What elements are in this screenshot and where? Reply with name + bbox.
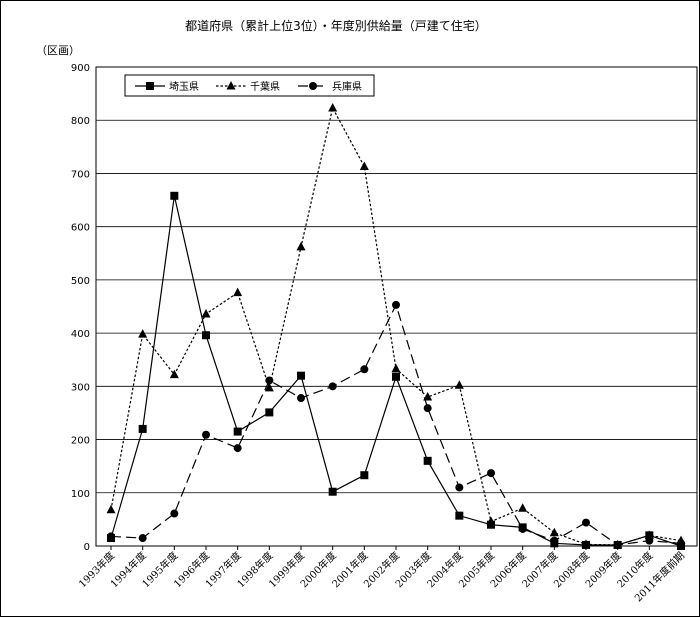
data-point xyxy=(581,539,591,548)
data-point xyxy=(391,363,401,373)
data-point xyxy=(170,191,179,200)
data-point xyxy=(582,518,590,527)
data-point xyxy=(549,527,559,537)
data-point xyxy=(328,102,338,112)
legend-label: 千葉県 xyxy=(250,80,280,93)
data-point xyxy=(455,511,464,520)
data-point xyxy=(265,408,274,417)
data-point xyxy=(455,483,464,492)
legend-marker xyxy=(226,81,236,90)
data-point xyxy=(518,524,527,533)
legend-marker xyxy=(309,82,317,90)
y-tick-label: 500 xyxy=(71,276,90,287)
y-tick-label: 100 xyxy=(71,489,90,500)
series-markers xyxy=(106,102,686,550)
x-axis-ticks: 1993年度1994年度1995年度1996年度1997年度1998年度1999… xyxy=(76,546,687,604)
data-point xyxy=(201,308,211,318)
data-point xyxy=(359,161,369,171)
y-tick-label: 400 xyxy=(71,329,90,340)
y-tick-label: 700 xyxy=(71,169,90,180)
y-tick-label: 900 xyxy=(71,63,90,74)
data-point xyxy=(328,487,337,496)
legend-label: 埼玉県 xyxy=(169,80,199,93)
data-point xyxy=(550,536,559,545)
data-point xyxy=(296,241,306,251)
data-point xyxy=(423,404,432,413)
data-point xyxy=(423,391,433,401)
data-point xyxy=(170,509,179,518)
data-point xyxy=(138,534,147,543)
data-point xyxy=(644,530,654,539)
data-point xyxy=(297,371,305,380)
data-point xyxy=(360,365,369,374)
data-point xyxy=(613,540,622,549)
data-point xyxy=(328,382,337,391)
data-point xyxy=(202,430,210,439)
chart-title: 都道府県（累計上位3位）・年度別供給量（戸建て住宅） xyxy=(185,18,487,33)
data-point xyxy=(233,287,243,297)
legend-box xyxy=(124,74,375,97)
y-tick-label: 0 xyxy=(84,542,90,553)
data-point xyxy=(233,427,242,436)
data-point xyxy=(392,300,400,309)
data-point xyxy=(202,331,210,340)
data-point xyxy=(106,504,116,514)
unit-label: （区画） xyxy=(36,44,80,57)
data-point xyxy=(264,382,274,392)
data-point xyxy=(487,469,495,478)
data-point xyxy=(360,471,369,480)
data-point xyxy=(265,376,274,385)
y-tick-label: 200 xyxy=(71,436,90,447)
data-point xyxy=(107,532,115,541)
data-point xyxy=(392,372,400,381)
legend-label: 兵庫県 xyxy=(332,80,362,93)
data-point xyxy=(677,539,685,548)
data-point xyxy=(138,329,148,338)
data-point xyxy=(233,444,242,453)
data-point xyxy=(486,516,496,526)
series-line-3 xyxy=(110,303,682,546)
legend-marker xyxy=(146,82,154,90)
data-point xyxy=(423,456,432,465)
data-point xyxy=(645,536,654,545)
data-point xyxy=(169,369,179,379)
y-tick-label: 600 xyxy=(71,223,90,234)
data-point xyxy=(138,424,147,433)
data-point xyxy=(297,394,305,403)
legend: 埼玉県 千葉県 兵庫県 xyxy=(135,80,362,93)
y-axis-ticks: 0 100 200 300 400 500 600 700 800 900 xyxy=(71,63,90,553)
y-tick-label: 800 xyxy=(71,116,90,127)
data-point xyxy=(454,380,464,389)
y-tick-label: 300 xyxy=(71,382,90,393)
data-point xyxy=(518,503,528,512)
